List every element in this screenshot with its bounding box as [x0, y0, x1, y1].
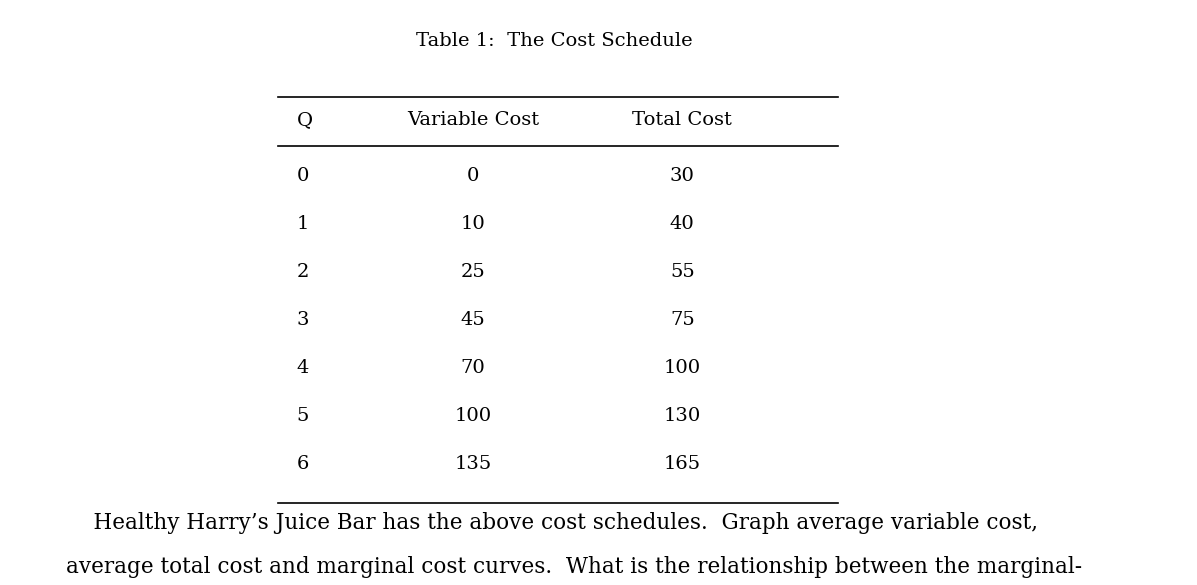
Text: 6: 6	[297, 455, 309, 473]
Text: 75: 75	[670, 311, 694, 329]
Text: 135: 135	[454, 455, 492, 473]
Text: 25: 25	[461, 263, 485, 281]
Text: Variable Cost: Variable Cost	[407, 111, 539, 129]
Text: 2: 2	[297, 263, 309, 281]
Text: 5: 5	[297, 407, 309, 425]
Text: 30: 30	[670, 167, 694, 185]
Text: 0: 0	[467, 167, 479, 185]
Text: 1: 1	[297, 215, 309, 233]
Text: 45: 45	[461, 311, 485, 329]
Text: 165: 165	[663, 455, 701, 473]
Text: Total Cost: Total Cost	[632, 111, 733, 129]
Text: 130: 130	[663, 407, 701, 425]
Text: 3: 3	[297, 311, 309, 329]
Text: 100: 100	[454, 407, 492, 425]
Text: Table 1:  The Cost Schedule: Table 1: The Cost Schedule	[415, 32, 693, 50]
Text: 0: 0	[297, 167, 309, 185]
Text: average total cost and marginal cost curves.  What is the relationship between t: average total cost and marginal cost cur…	[66, 556, 1082, 578]
Text: 100: 100	[663, 359, 701, 377]
Text: 70: 70	[461, 359, 485, 377]
Text: 55: 55	[670, 263, 694, 281]
Text: 40: 40	[670, 215, 694, 233]
Text: 10: 10	[461, 215, 485, 233]
Text: Q: Q	[297, 111, 312, 129]
Text: Healthy Harry’s Juice Bar has the above cost schedules.  Graph average variable : Healthy Harry’s Juice Bar has the above …	[66, 512, 1038, 534]
Text: 4: 4	[297, 359, 309, 377]
